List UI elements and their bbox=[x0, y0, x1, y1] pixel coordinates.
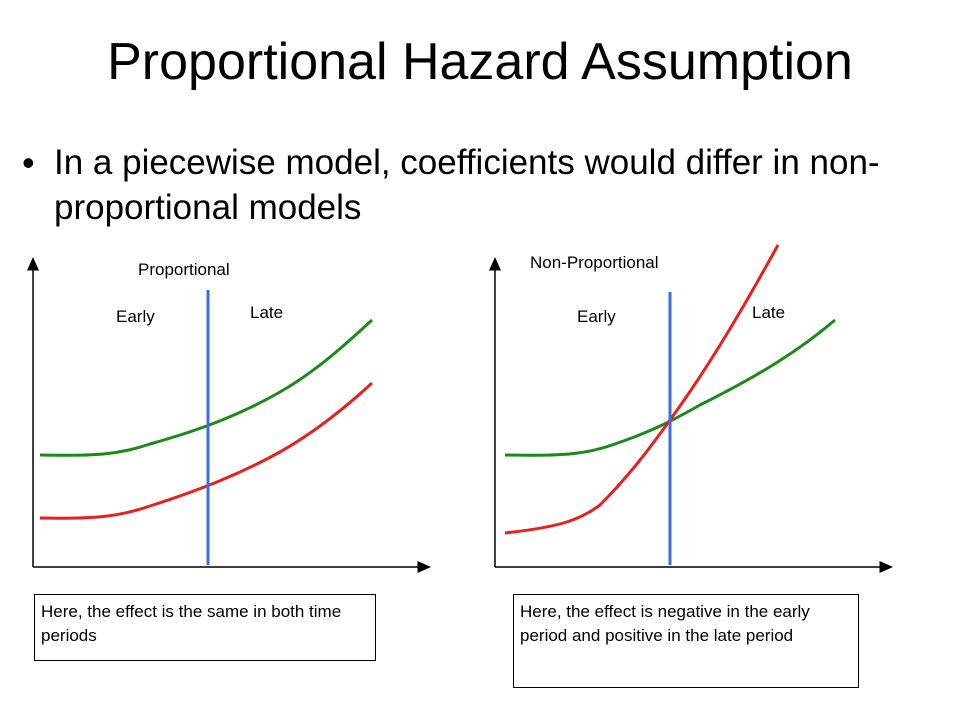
late-label: Late bbox=[250, 303, 283, 322]
bullet-dot-icon: • bbox=[22, 142, 35, 183]
green-curve bbox=[39, 318, 374, 457]
panel-heading: Non-Proportional bbox=[530, 253, 659, 272]
late-label: Late bbox=[752, 303, 785, 322]
slide-title: Proportional Hazard Assumption bbox=[107, 33, 853, 91]
panel-heading: Proportional bbox=[138, 260, 230, 279]
proportional-panel: Proportional Early Late bbox=[27, 257, 431, 573]
red-curve bbox=[504, 244, 780, 535]
early-label: Early bbox=[116, 307, 155, 326]
bullet-text: In a piecewise model, coefficients would… bbox=[54, 143, 880, 227]
non-proportional-caption: Here, the effect is negative in the earl… bbox=[513, 594, 859, 688]
proportional-caption: Here, the effect is the same in both tim… bbox=[34, 594, 376, 661]
red-curve bbox=[39, 381, 374, 520]
non-proportional-panel: Non-Proportional Early Late bbox=[489, 244, 893, 573]
early-label: Early bbox=[577, 307, 616, 326]
